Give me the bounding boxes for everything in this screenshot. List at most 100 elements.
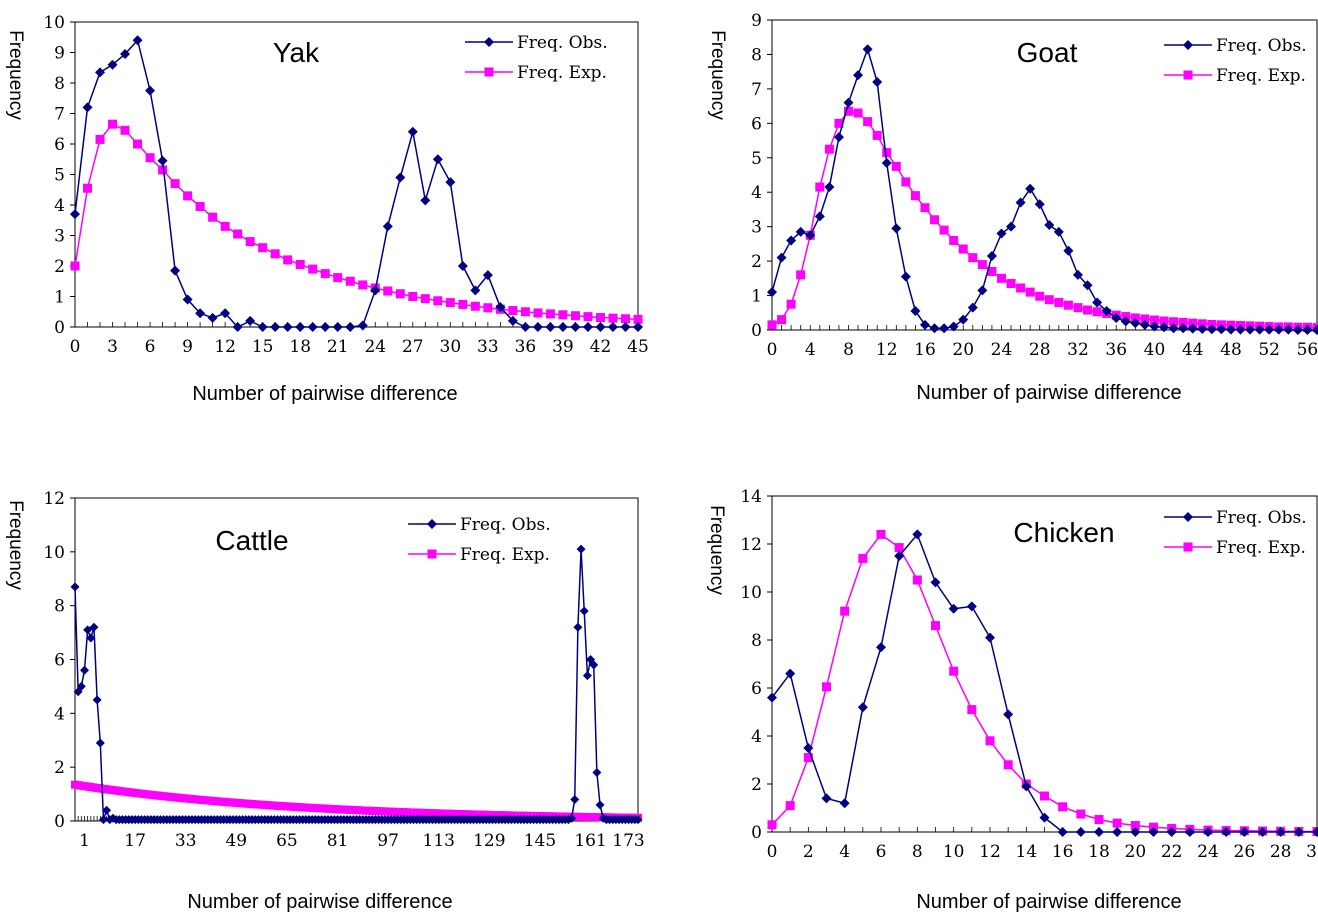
data-point-expected <box>233 229 242 238</box>
y-tick-label: 0 <box>54 318 65 338</box>
x-tick-label: 3 <box>107 337 118 357</box>
data-point-expected <box>949 236 958 245</box>
x-tick-label: 32 <box>1067 340 1089 360</box>
data-point-observed <box>570 322 580 332</box>
data-point-expected <box>196 202 205 211</box>
data-point-observed <box>853 70 863 80</box>
data-point-observed <box>840 798 850 808</box>
data-point-expected <box>1026 288 1035 297</box>
y-tick-label: 9 <box>54 44 65 64</box>
chart-panel-goat: Frequency Goat Number of pairwise differ… <box>659 0 1318 440</box>
legend-label: Freq. Exp. <box>460 545 550 565</box>
data-point-expected <box>533 308 542 317</box>
x-tick-label: 26 <box>1234 842 1256 862</box>
series-line-observed <box>772 49 1317 330</box>
data-point-observed <box>920 320 930 330</box>
data-point-expected <box>1083 306 1092 315</box>
x-tick-label: 36 <box>1105 340 1127 360</box>
data-point-expected <box>930 215 939 224</box>
data-point-observed <box>145 86 155 96</box>
x-tick-label: 4 <box>805 340 816 360</box>
data-point-expected <box>358 280 367 289</box>
y-tick-label: 2 <box>54 758 65 778</box>
data-point-observed <box>445 177 455 187</box>
y-tick-label: 2 <box>54 257 65 277</box>
data-point-expected <box>1007 279 1016 288</box>
data-point-expected <box>121 126 130 135</box>
y-tick-label: 7 <box>751 80 762 100</box>
data-point-observed <box>824 182 834 192</box>
data-point-observed <box>608 322 618 332</box>
y-tick-label: 6 <box>751 114 762 134</box>
data-point-observed <box>283 322 293 332</box>
chart-title: Yak <box>273 37 320 68</box>
data-point-expected <box>383 287 392 296</box>
data-point-expected <box>221 222 230 231</box>
data-point-expected <box>873 131 882 140</box>
y-tick-label: 8 <box>751 45 762 65</box>
data-point-expected <box>258 243 267 252</box>
x-tick-label: 28 <box>1029 340 1051 360</box>
x-tick-label: 0 <box>767 340 778 360</box>
y-tick-label: 8 <box>751 631 762 651</box>
data-point-expected <box>1054 298 1063 307</box>
data-point-observed <box>1063 246 1073 256</box>
data-point-expected <box>333 273 342 282</box>
data-point-observed <box>967 601 977 611</box>
data-point-expected <box>458 300 467 309</box>
x-tick-label: 8 <box>912 842 923 862</box>
x-tick-label: 6 <box>876 842 887 862</box>
data-point-expected <box>133 140 142 149</box>
data-point-observed <box>987 251 997 261</box>
data-point-observed <box>408 127 418 137</box>
data-point-observed <box>383 221 393 231</box>
data-point-expected <box>1004 760 1013 769</box>
legend-marker <box>1184 71 1193 80</box>
data-point-observed <box>520 322 530 332</box>
data-point-observed <box>295 322 305 332</box>
series-line-expected <box>75 124 638 319</box>
data-point-expected <box>1073 303 1082 312</box>
data-point-observed <box>930 323 940 333</box>
x-tick-label: 24 <box>991 340 1013 360</box>
data-point-expected <box>777 315 786 324</box>
legend-label: Freq. Obs. <box>517 33 608 53</box>
x-tick-label: 22 <box>1161 842 1183 862</box>
x-tick-label: 24 <box>364 337 386 357</box>
y-tick-label: 4 <box>751 183 762 203</box>
x-tick-label: 81 <box>327 831 349 851</box>
data-point-expected <box>854 109 863 118</box>
data-point-expected <box>822 682 831 691</box>
data-point-expected <box>321 269 330 278</box>
data-point-expected <box>863 117 872 126</box>
data-point-expected <box>796 270 805 279</box>
chart-panel-cattle: Frequency Cattle Number of pairwise diff… <box>0 460 659 915</box>
data-point-observed <box>395 173 405 183</box>
chart-goat: Frequency Goat Number of pairwise differ… <box>659 0 1318 440</box>
data-point-observed <box>433 154 443 164</box>
x-tick-label: 0 <box>767 842 778 862</box>
x-tick-label: 113 <box>423 831 455 851</box>
data-point-observed <box>882 158 892 168</box>
data-point-expected <box>882 148 891 157</box>
data-point-expected <box>146 153 155 162</box>
y-tick-label: 6 <box>54 651 65 671</box>
data-point-observed <box>580 607 589 616</box>
x-tick-label: 12 <box>214 337 236 357</box>
data-point-expected <box>296 260 305 269</box>
data-point-expected <box>183 191 192 200</box>
x-tick-label: 12 <box>876 340 898 360</box>
data-point-expected <box>608 314 617 323</box>
x-tick-label: 33 <box>175 831 197 851</box>
data-point-observed <box>620 322 630 332</box>
data-point-observed <box>245 316 255 326</box>
data-point-expected <box>911 191 920 200</box>
x-tick-label: 17 <box>124 831 146 851</box>
data-point-expected <box>346 277 355 286</box>
data-point-expected <box>968 253 977 262</box>
data-point-observed <box>208 313 218 323</box>
data-point-expected <box>546 309 555 318</box>
data-point-observed <box>1006 222 1016 232</box>
data-point-observed <box>1112 827 1122 837</box>
data-point-expected <box>446 298 455 307</box>
